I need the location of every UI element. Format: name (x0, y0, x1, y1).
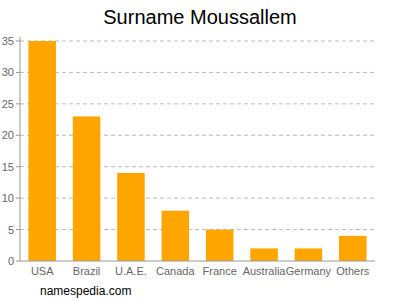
y-tick (16, 135, 20, 136)
bar (206, 230, 234, 261)
bar (339, 236, 367, 261)
x-tick-label: Brazil (73, 265, 101, 277)
bar (28, 41, 56, 261)
x-tick-label: France (203, 265, 237, 277)
bars (28, 41, 366, 261)
x-tick-label: U.A.E. (115, 265, 147, 277)
grid-line (20, 103, 375, 104)
bar (73, 116, 101, 261)
x-tick-label: Germany (286, 265, 332, 277)
y-axis (20, 37, 21, 261)
chart-svg: Surname Moussallem 0 5 10 15 20 25 30 35 USA Brazi… (0, 0, 400, 300)
y-tick-label: 25 (2, 98, 14, 110)
x-tick-label: Australia (243, 265, 287, 277)
x-tick-label: Canada (156, 265, 195, 277)
y-tick-label: 10 (2, 192, 14, 204)
x-axis (20, 261, 375, 262)
bar (117, 173, 145, 261)
x-tick-label: Others (336, 265, 370, 277)
y-tick-label: 15 (2, 161, 14, 173)
y-tick-label: 5 (8, 224, 14, 236)
bar (250, 248, 278, 261)
x-tick-label: USA (31, 265, 54, 277)
y-tick (16, 198, 20, 199)
y-tick (16, 229, 20, 230)
y-tick-label: 30 (2, 66, 14, 78)
y-tick (16, 72, 20, 73)
bar (295, 248, 323, 261)
y-tick-label: 20 (2, 129, 14, 141)
source: namespedia.com (40, 284, 131, 298)
title: Surname Moussallem (103, 6, 296, 28)
y-tick (16, 103, 20, 104)
y-tick-label: 35 (2, 35, 14, 47)
y-tick (16, 41, 20, 42)
grid-line (20, 41, 375, 42)
chart-container: Surname Moussallem 0 5 10 15 20 25 30 35 USA Brazi… (0, 0, 400, 300)
y-tick (16, 166, 20, 167)
bar (162, 211, 190, 261)
y-tick (16, 261, 20, 262)
grid-line (20, 72, 375, 73)
y-tick-label: 0 (8, 255, 14, 267)
